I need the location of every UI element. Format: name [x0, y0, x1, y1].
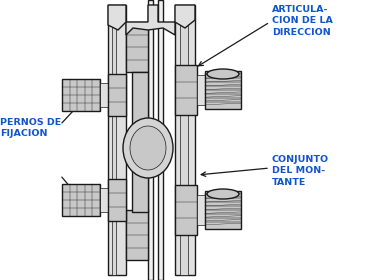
Bar — [180, 5, 188, 275]
Bar — [197, 195, 205, 225]
Bar — [148, 0, 153, 280]
Bar — [100, 188, 110, 212]
Bar — [108, 5, 126, 275]
Polygon shape — [175, 5, 195, 28]
Polygon shape — [108, 5, 126, 30]
Bar — [126, 210, 148, 260]
Bar — [175, 5, 195, 275]
Bar — [175, 185, 197, 235]
Bar — [112, 5, 116, 275]
Polygon shape — [126, 5, 175, 35]
Bar — [126, 22, 148, 72]
Bar — [62, 184, 100, 216]
Bar — [158, 0, 163, 280]
Ellipse shape — [123, 118, 173, 178]
Bar — [132, 72, 148, 212]
Ellipse shape — [207, 189, 239, 199]
Text: CONJUNTO
DEL MON-
TANTE: CONJUNTO DEL MON- TANTE — [272, 155, 329, 187]
Bar — [100, 83, 110, 107]
Bar — [108, 179, 126, 221]
Bar — [197, 75, 205, 105]
Ellipse shape — [207, 69, 239, 79]
Text: PERNOS DE
FIJACION: PERNOS DE FIJACION — [0, 118, 61, 138]
Bar — [205, 71, 241, 109]
Text: ARTICULA-
CION DE LA
DIRECCION: ARTICULA- CION DE LA DIRECCION — [272, 5, 333, 37]
Bar — [108, 74, 126, 116]
Bar — [175, 65, 197, 115]
Ellipse shape — [130, 126, 166, 170]
Bar — [205, 191, 241, 229]
Bar — [62, 79, 100, 111]
